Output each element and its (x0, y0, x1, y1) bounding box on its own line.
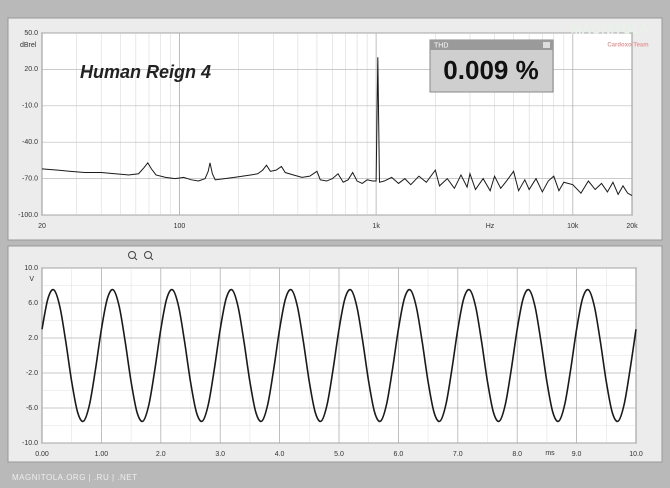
y-tick-label: -10.0 (22, 103, 38, 110)
y-tick-label: 10.0 (24, 265, 38, 272)
footer: MAGNITOLA.ORG | .RU | .NET (12, 473, 137, 482)
y-tick-label: 20.0 (24, 66, 38, 73)
data-line (41, 57, 633, 197)
y-tick-label: 50.0 (24, 30, 38, 37)
x-tick-label: 1k (372, 223, 380, 230)
zoom-in[interactable] (128, 251, 136, 259)
annotation: Human Reign 4 (80, 62, 211, 82)
zoom-handle (150, 257, 154, 261)
x-tick-label: 2.0 (156, 451, 166, 458)
x-tick-label: 3.0 (215, 451, 225, 458)
y-tick-label: -100.0 (18, 212, 38, 219)
x-tick-label: 4.0 (275, 451, 285, 458)
zoom-out[interactable] (144, 251, 152, 259)
thd-titlebar (430, 40, 553, 50)
x-axis-label: Hz (486, 223, 495, 230)
y-tick-label: -40.0 (22, 139, 38, 146)
x-tick-label: 10.0 (629, 451, 643, 458)
y-tick-label: 2.0 (28, 335, 38, 342)
x-tick-label: 20k (626, 223, 638, 230)
y-tick-label: 6.0 (28, 300, 38, 307)
x-axis-label: ms (545, 450, 555, 457)
x-tick-label: 10k (567, 223, 579, 230)
y-tick-label: -2.0 (26, 370, 38, 377)
logo-tagline: Cardoxo Team (607, 43, 648, 49)
zoom-handle (134, 257, 138, 261)
thd-box: THD 0.009 % (429, 39, 554, 93)
thd-title: THD (434, 42, 448, 49)
y-tick-label: -10.0 (22, 440, 38, 447)
data-line (41, 288, 637, 423)
y-axis-label: V (29, 276, 34, 283)
x-tick-label: 7.0 (453, 451, 463, 458)
x-tick-label: 20 (38, 223, 46, 230)
y-axis-label: dBrel (20, 42, 37, 49)
thd-close[interactable] (543, 42, 550, 48)
x-tick-label: 5.0 (334, 451, 344, 458)
x-tick-label: 6.0 (394, 451, 404, 458)
x-tick-label: 100 (174, 223, 186, 230)
logo: MAGNITOLA (571, 21, 650, 36)
x-tick-label: 9.0 (572, 451, 582, 458)
y-tick-label: -6.0 (26, 405, 38, 412)
thd-value: 0.009 % (443, 55, 538, 85)
x-tick-label: 8.0 (512, 451, 522, 458)
zoom-icons[interactable] (128, 251, 154, 261)
x-tick-label: 0.00 (35, 451, 49, 458)
y-tick-label: -70.0 (22, 175, 38, 182)
x-tick-label: 1.00 (95, 451, 109, 458)
